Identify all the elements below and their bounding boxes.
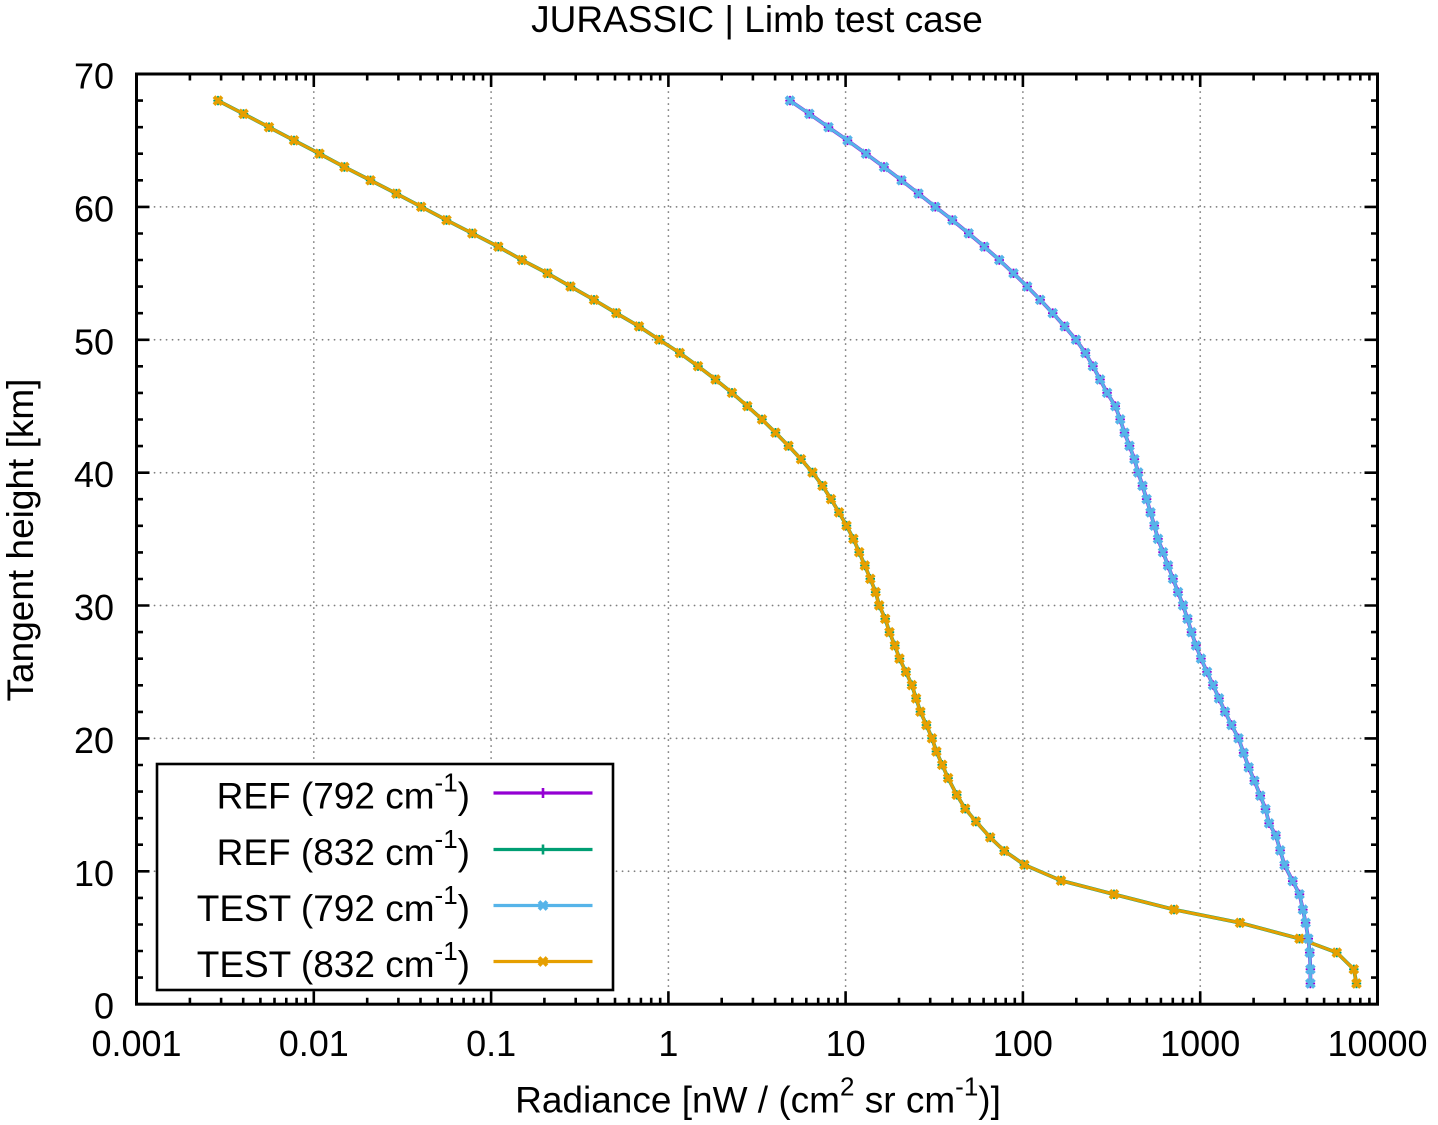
svg-text:0: 0 — [94, 986, 114, 1027]
svg-text:70: 70 — [74, 56, 114, 97]
svg-text:50: 50 — [74, 321, 114, 362]
svg-text:40: 40 — [74, 454, 114, 495]
svg-text:10: 10 — [826, 1023, 866, 1064]
svg-text:0.01: 0.01 — [279, 1023, 349, 1064]
svg-text:REF (792 cm-1): REF (792 cm-1) — [217, 768, 470, 817]
svg-text:10000: 10000 — [1327, 1023, 1427, 1064]
svg-text:60: 60 — [74, 188, 114, 229]
svg-text:0.1: 0.1 — [466, 1023, 516, 1064]
svg-text:10: 10 — [74, 853, 114, 894]
svg-text:Tangent height [km]: Tangent height [km] — [0, 379, 41, 702]
svg-text:TEST (832 cm-1): TEST (832 cm-1) — [197, 936, 470, 985]
svg-text:20: 20 — [74, 720, 114, 761]
svg-text:REF (832 cm-1): REF (832 cm-1) — [217, 824, 470, 873]
svg-text:1: 1 — [658, 1023, 678, 1064]
svg-text:JURASSIC | Limb test case: JURASSIC | Limb test case — [531, 0, 983, 40]
svg-text:100: 100 — [993, 1023, 1053, 1064]
svg-text:1000: 1000 — [1160, 1023, 1240, 1064]
svg-text:0.001: 0.001 — [91, 1023, 181, 1064]
svg-text:30: 30 — [74, 587, 114, 628]
svg-text:TEST (792 cm-1): TEST (792 cm-1) — [197, 880, 470, 929]
svg-text:Radiance [nW / (cm2 sr cm-1)]: Radiance [nW / (cm2 sr cm-1)] — [515, 1072, 1001, 1121]
